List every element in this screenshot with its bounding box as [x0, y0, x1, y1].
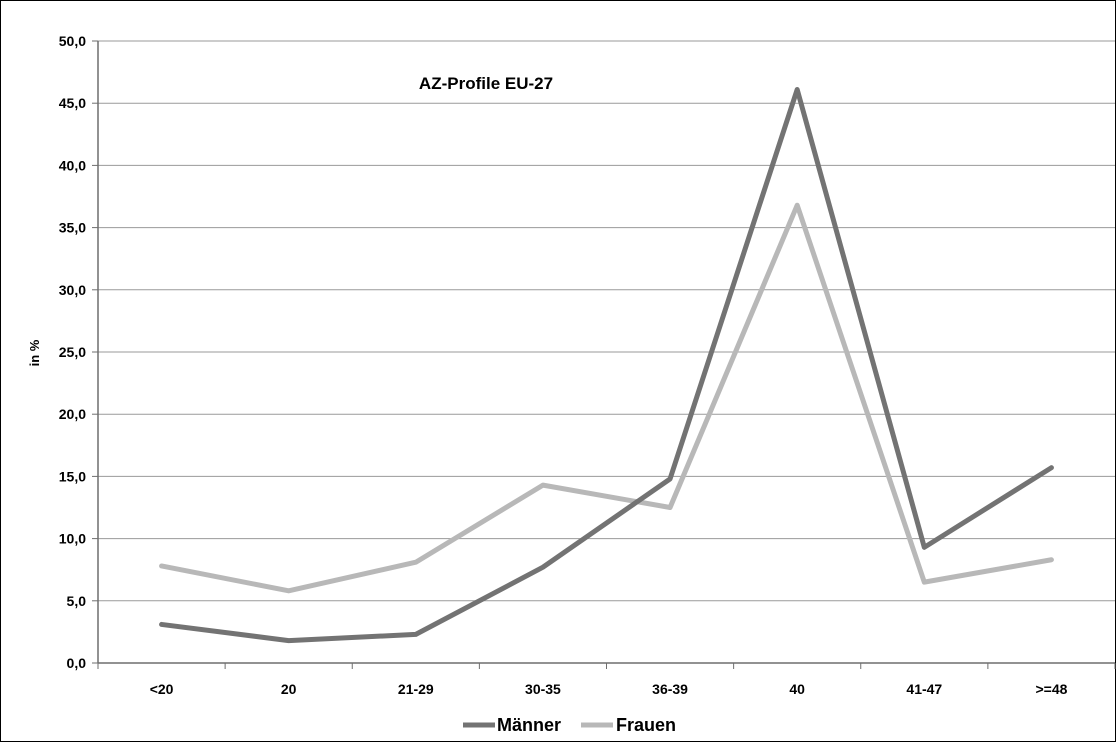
x-tick-label: 20 [281, 681, 297, 697]
x-tick-label: 41-47 [906, 681, 942, 697]
x-tick-label: 30-35 [525, 681, 561, 697]
legend: Männer Frauen [463, 715, 676, 735]
y-tick-labels: 0,0 5,0 10,0 15,0 20,0 25,0 30,0 35,0 40,0 45,0 50… [59, 33, 86, 671]
y-tick-label: 45,0 [59, 95, 86, 111]
x-tick-label: 21-29 [398, 681, 434, 697]
y-tick-label: 10,0 [59, 531, 86, 547]
x-tick-label: >=48 [1035, 681, 1067, 697]
series-line-frauen [159, 202, 1054, 594]
y-tick-label: 30,0 [59, 282, 86, 298]
y-tick-label: 20,0 [59, 406, 86, 422]
y-tick-label: 0,0 [67, 655, 87, 671]
x-tick-label: <20 [150, 681, 174, 697]
y-tick-label: 50,0 [59, 33, 86, 49]
gridlines [92, 40, 1116, 669]
x-tick-labels: <20 20 21-29 30-35 36-39 40 41-47 >=48 [150, 681, 1068, 697]
x-tick-label: 36-39 [652, 681, 688, 697]
legend-label: Männer [497, 715, 561, 735]
series-lines [159, 87, 1054, 644]
y-tick-label: 40,0 [59, 157, 86, 173]
y-axis-label: in % [27, 339, 42, 366]
chart-title: AZ-Profile EU-27 [419, 74, 553, 93]
y-tick-label: 35,0 [59, 220, 86, 236]
series-line-männer [159, 87, 1054, 644]
x-tick-label: 40 [789, 681, 805, 697]
y-tick-label: 15,0 [59, 468, 86, 484]
legend-label: Frauen [616, 715, 676, 735]
y-tick-label: 25,0 [59, 344, 86, 360]
y-tick-label: 5,0 [67, 593, 87, 609]
